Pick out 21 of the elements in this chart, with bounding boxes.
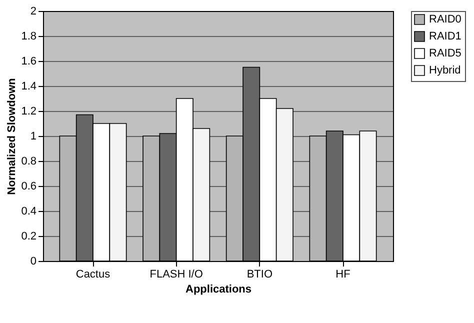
y-tick-label: 0.4 [21,206,36,218]
x-tick-label: BTIO [246,268,273,280]
y-axis-title: Normalized Slowdown [6,78,18,195]
x-tick-label: Cactus [76,268,111,280]
y-tick-label: 1.6 [21,56,36,68]
x-tick-label: FLASH I/O [150,268,204,280]
y-tick-label: 1.2 [21,106,36,118]
legend-label: RAID5 [429,48,462,60]
legend-label: RAID1 [429,30,462,42]
legend-label: RAID0 [429,14,462,26]
x-tick-label: HF [336,268,351,280]
y-tick-label: 1.4 [21,80,36,92]
y-tick-label: 1.8 [21,30,36,42]
y-tick-label: 0.2 [21,230,36,242]
y-tick-label: 2 [30,6,36,18]
y-tick-label: 0.8 [21,156,36,168]
x-axis-title: Applications [185,284,252,296]
y-tick-label: 0.6 [21,180,36,192]
y-tick-label: 0 [30,256,36,268]
y-tick-label: 1 [30,130,36,142]
legend-label: Hybrid [429,64,461,76]
